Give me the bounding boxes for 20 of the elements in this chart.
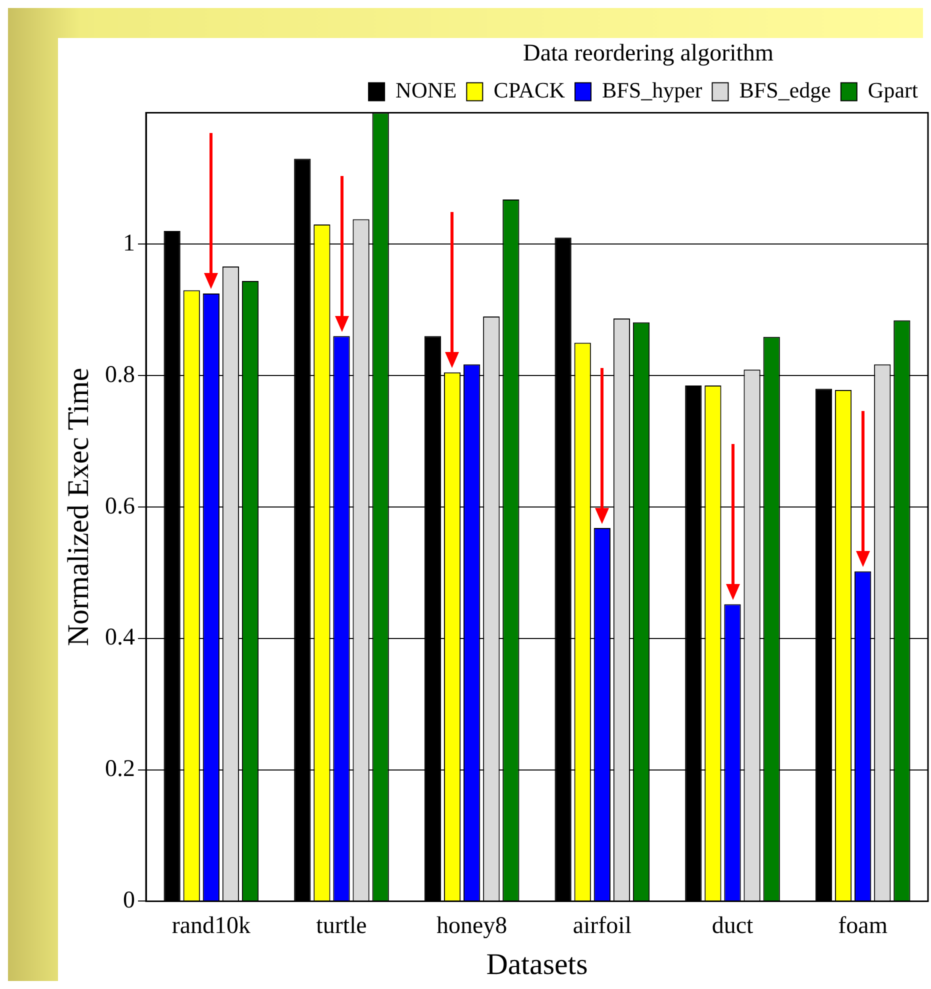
y-tick-label: 0.8: [105, 362, 135, 388]
x-tick-label: airfoil: [572, 912, 632, 939]
x-tick-label: rand10k: [172, 912, 250, 939]
legend-label: CPACK: [494, 78, 566, 103]
x-axis-title: Datasets: [486, 948, 588, 981]
legend-label: BFS_edge: [739, 78, 831, 103]
x-tick-label: turtle: [316, 912, 367, 939]
legend-title: Data reordering algorithm: [522, 40, 774, 66]
y-tick-label: 0.4: [105, 624, 135, 651]
y-tick-label: 0.6: [105, 493, 135, 520]
legend-label: Gpart: [868, 78, 918, 103]
y-tick-label: 1: [123, 230, 135, 256]
x-tick-label: duct: [712, 912, 754, 939]
y-tick-label: 0.2: [105, 756, 135, 782]
x-tick-label: foam: [838, 912, 888, 939]
legend-label: BFS_hyper: [602, 78, 703, 103]
y-axis-title: Normalized Exec Time: [62, 368, 95, 646]
legend-label: NONE: [396, 78, 457, 103]
y-tick-label: 0: [123, 887, 135, 914]
x-tick-label: honey8: [436, 912, 508, 939]
